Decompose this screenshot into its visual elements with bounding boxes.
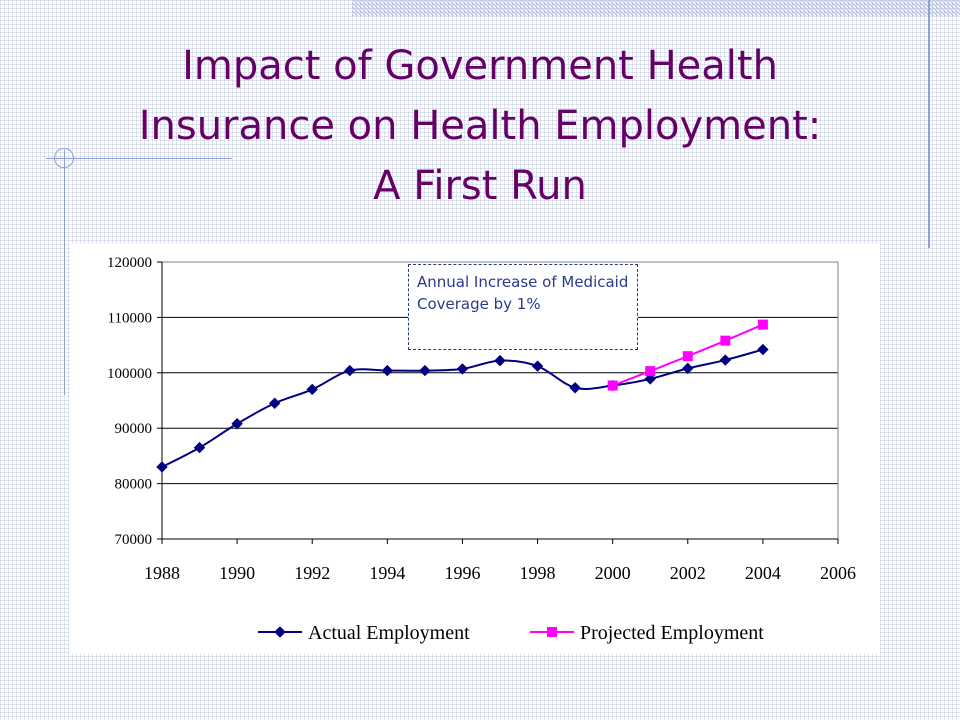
- x-tick-label: 1996: [444, 563, 480, 583]
- data-point-0-2004: [757, 343, 769, 356]
- title-line-1: Impact of Government Health: [182, 43, 778, 89]
- decorative-left-line: [64, 150, 65, 395]
- chart-annotation: Annual Increase of Medicaid Coverage by …: [408, 264, 638, 350]
- y-tick-label: 90000: [115, 421, 153, 437]
- legend-marker-1: [547, 627, 557, 637]
- data-point-0-1998: [531, 360, 544, 372]
- x-tick-label: 1998: [520, 563, 556, 583]
- data-point-0-1994: [381, 364, 394, 377]
- decorative-horizontal-line: [46, 158, 232, 159]
- data-point-0-1999: [569, 382, 581, 394]
- line-chart: 70000 80000 90000 100000 110000 120000 1988 199…: [107, 255, 856, 644]
- data-point-0-2003: [719, 354, 732, 366]
- data-point-0-1991: [268, 397, 281, 409]
- x-tick-label: 1994: [369, 563, 405, 583]
- data-point-1-2002: [682, 351, 693, 362]
- legend-marker-0: [274, 626, 286, 638]
- data-point-0-1990: [231, 418, 243, 430]
- y-tick-label: 70000: [115, 532, 153, 548]
- data-point-0-1989: [193, 441, 206, 454]
- data-point-0-2002: [682, 362, 694, 375]
- x-tick-label: 2000: [595, 563, 631, 583]
- data-point-1-2004: [757, 319, 768, 330]
- x-tick-label: 2004: [745, 563, 781, 583]
- decorative-right-line: [928, 0, 930, 248]
- legend-label-0: Actual Employment: [308, 622, 470, 644]
- title-line-2: Insurance on Health Employment:: [138, 103, 822, 149]
- title-line-3: A First Run: [373, 163, 587, 209]
- data-point-0-1992: [306, 383, 318, 396]
- slide-title: Impact of Government Health Insurance on…: [60, 36, 900, 216]
- decorative-top-band: [352, 0, 960, 16]
- x-tick-label: 1992: [294, 563, 330, 583]
- data-point-0-1996: [456, 363, 469, 375]
- data-point-0-1988: [156, 461, 168, 473]
- y-tick-label: 100000: [107, 366, 152, 382]
- data-point-1-2000: [607, 380, 618, 391]
- decorative-circle: [54, 148, 74, 168]
- x-tick-label: 2002: [670, 563, 706, 583]
- data-point-0-1995: [419, 364, 431, 377]
- y-tick-label: 120000: [107, 255, 152, 271]
- data-point-0-1993: [344, 364, 356, 377]
- legend-label-1: Projected Employment: [580, 622, 764, 644]
- y-tick-label: 80000: [115, 477, 153, 493]
- x-tick-label: 1990: [219, 563, 255, 583]
- y-tick-label: 110000: [108, 310, 152, 326]
- data-point-1-2001: [645, 366, 656, 377]
- x-tick-label: 1988: [144, 563, 180, 583]
- data-point-0-1997: [494, 354, 506, 367]
- data-point-1-2003: [720, 335, 731, 346]
- x-tick-label: 2006: [820, 563, 856, 583]
- data-point-0-2001: [644, 373, 656, 385]
